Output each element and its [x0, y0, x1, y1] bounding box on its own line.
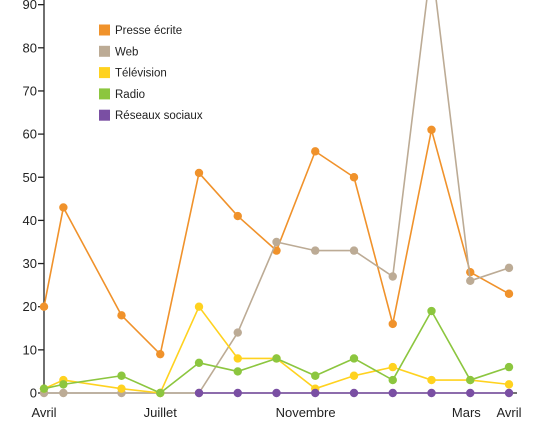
- data-point: [427, 375, 436, 385]
- legend-swatch: [99, 88, 110, 100]
- series-reseaux-sociaux: [194, 388, 514, 398]
- data-point: [272, 237, 281, 247]
- y-tick-label: 60: [23, 127, 37, 142]
- legend-label: Radio: [115, 89, 145, 101]
- data-point: [233, 211, 242, 221]
- x-tick-label: Novembre: [276, 405, 336, 420]
- data-point: [156, 388, 165, 398]
- series-layer: [39, 0, 514, 398]
- data-point: [504, 380, 514, 389]
- y-tick-label: 80: [23, 40, 37, 55]
- data-point: [388, 375, 397, 385]
- data-point: [233, 367, 242, 376]
- data-point: [39, 302, 49, 311]
- legend-swatch: [99, 24, 110, 36]
- data-point: [311, 246, 320, 255]
- y-tick-label: 50: [23, 170, 37, 185]
- data-point: [194, 302, 204, 311]
- data-point: [388, 272, 397, 281]
- data-point: [504, 362, 514, 372]
- data-point: [388, 319, 397, 329]
- y-tick-label: 70: [23, 83, 37, 98]
- series-line: [43, 305, 510, 394]
- axes: 0 10 20 30 40 50 60 70 80 90 Avril Juillet Novembre M…: [23, 0, 522, 420]
- y-tick-label: 30: [23, 256, 37, 271]
- data-point: [272, 354, 281, 363]
- legend-label: Web: [115, 46, 138, 58]
- data-point: [272, 388, 281, 398]
- y-tick-label: 40: [23, 213, 37, 228]
- legend-label: Réseaux sociaux: [115, 110, 203, 122]
- series-radio: [39, 306, 514, 398]
- data-point: [504, 263, 514, 273]
- data-point: [59, 388, 68, 398]
- y-tick-label: 0: [30, 386, 37, 401]
- data-point: [388, 362, 397, 372]
- data-point: [59, 203, 68, 212]
- legend-swatch: [99, 67, 110, 79]
- series-presse-ecrite: [39, 125, 514, 359]
- data-point: [233, 354, 242, 363]
- legend-swatch: [99, 45, 110, 57]
- y-tick-label: 90: [23, 0, 37, 12]
- data-point: [194, 388, 204, 398]
- series-line: [44, 0, 510, 394]
- data-point: [349, 354, 359, 363]
- data-point: [349, 388, 359, 398]
- data-point: [466, 388, 475, 398]
- data-point: [311, 388, 320, 398]
- data-point: [427, 306, 436, 316]
- data-point: [233, 328, 242, 337]
- data-point: [504, 289, 514, 298]
- legend-label: Presse écrite: [115, 25, 182, 37]
- data-point: [194, 168, 204, 178]
- x-tick-label: Avril: [31, 405, 56, 420]
- y-tick-label: 10: [23, 342, 37, 357]
- x-tick-label: Juillet: [144, 405, 178, 420]
- data-point: [233, 388, 242, 398]
- data-point: [427, 125, 436, 134]
- data-point: [117, 311, 126, 320]
- legend-label: Télévision: [115, 68, 167, 80]
- data-point: [504, 388, 514, 398]
- data-point: [466, 276, 475, 286]
- data-point: [388, 388, 397, 398]
- data-point: [117, 384, 126, 393]
- data-point: [427, 388, 436, 398]
- y-tick-label: 20: [23, 299, 37, 314]
- data-point: [311, 371, 320, 380]
- data-point: [466, 375, 475, 385]
- x-tick-label: Mars: [452, 405, 481, 420]
- data-point: [156, 349, 165, 359]
- data-point: [349, 246, 359, 255]
- data-point: [349, 173, 359, 182]
- legend: Presse écrite Web Télévision Radio Réseaux s…: [99, 24, 203, 122]
- data-point: [349, 371, 359, 380]
- data-point: [59, 380, 68, 389]
- data-point: [311, 147, 320, 156]
- x-tick-label: Avril: [496, 405, 521, 420]
- series-television: [39, 302, 514, 398]
- data-point: [117, 371, 126, 380]
- data-point: [194, 358, 204, 367]
- series-web: [39, 0, 514, 398]
- legend-swatch: [99, 109, 110, 121]
- data-point: [39, 384, 49, 393]
